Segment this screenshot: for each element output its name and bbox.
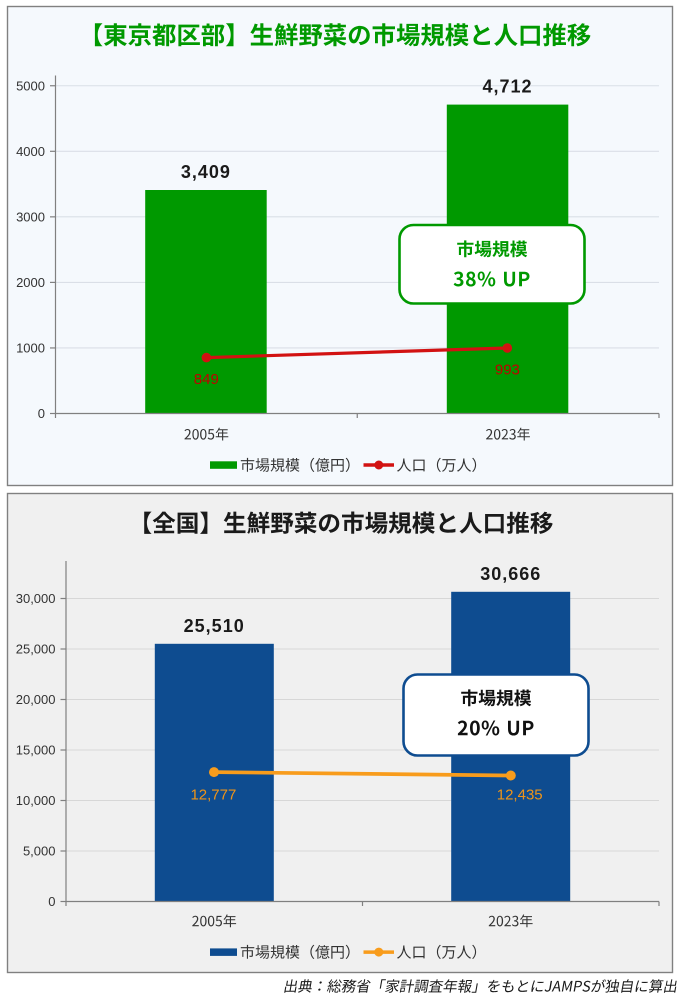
svg-text:25,510: 25,510: [184, 616, 245, 636]
svg-text:849: 849: [194, 371, 219, 388]
svg-text:0: 0: [48, 894, 55, 909]
svg-text:5000: 5000: [16, 78, 45, 93]
svg-text:30,666: 30,666: [480, 564, 541, 584]
svg-text:25,000: 25,000: [16, 642, 56, 657]
svg-text:3,409: 3,409: [181, 162, 231, 182]
svg-text:12,435: 12,435: [497, 787, 543, 804]
svg-text:20,000: 20,000: [16, 692, 56, 707]
svg-text:15,000: 15,000: [16, 743, 56, 758]
svg-text:30,000: 30,000: [16, 591, 56, 606]
svg-text:10,000: 10,000: [16, 793, 56, 808]
svg-text:0: 0: [38, 406, 45, 421]
svg-text:2000: 2000: [16, 275, 45, 290]
svg-text:4000: 4000: [16, 144, 45, 159]
svg-text:993: 993: [495, 362, 520, 379]
svg-text:3000: 3000: [16, 209, 45, 224]
svg-text:12,777: 12,777: [190, 787, 236, 804]
svg-text:1000: 1000: [16, 341, 45, 356]
svg-text:4,712: 4,712: [482, 77, 532, 97]
svg-text:5,000: 5,000: [23, 844, 56, 859]
